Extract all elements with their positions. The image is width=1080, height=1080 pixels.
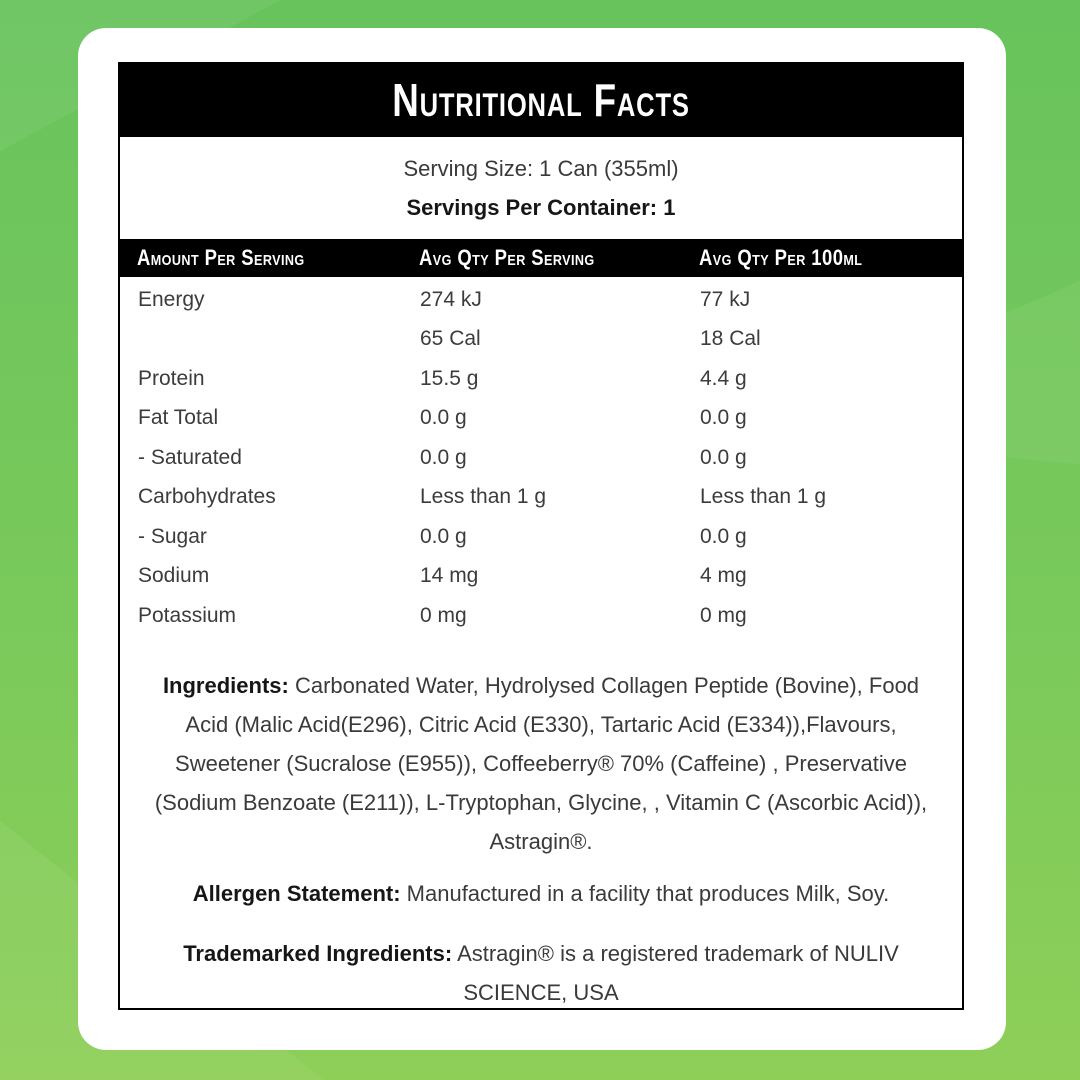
- nutrient-name: Fat Total: [138, 406, 219, 430]
- nutrient-per-serving: Less than 1 g: [420, 485, 547, 509]
- nutrient-per-100ml: 18 Cal: [700, 327, 761, 351]
- ingredients-paragraph: Ingredients: Carbonated Water, Hydrolyse…: [141, 666, 941, 861]
- nutrient-name: Carbohydrates: [138, 485, 276, 509]
- table-row-energy: Energy 274 kJ 77 kJ: [120, 280, 962, 320]
- nutrient-per-100ml: 77 kJ: [700, 287, 751, 311]
- servings-per-container-text: Servings Per Container: 1: [406, 195, 676, 220]
- nutrition-table-body: Energy 274 kJ 77 kJ 65 Cal 18 Cal Protei…: [120, 277, 962, 636]
- ingredients-label: Ingredients:: [162, 672, 289, 698]
- nutrition-label-panel: Nutritional Facts Serving Size: 1 Can (3…: [118, 62, 964, 1010]
- trademark-text: Astragin® is a registered trademark of N…: [452, 940, 899, 1005]
- allergen-text: Manufactured in a facility that produces…: [400, 880, 890, 906]
- serving-info-section: Serving Size: 1 Can (355ml) Servings Per…: [120, 137, 962, 239]
- nutrient-per-100ml: 0.0 g: [700, 406, 747, 430]
- column-header-avg-qty-per-serving: Avg Qty Per Serving: [419, 245, 595, 270]
- nutrient-name: - Sugar: [138, 524, 207, 548]
- column-header-amount-per-serving: Amount Per Serving: [137, 245, 305, 270]
- allergen-label: Allergen Statement:: [192, 880, 401, 906]
- nutrition-label-card: Nutritional Facts Serving Size: 1 Can (3…: [78, 28, 1006, 1050]
- nutrient-per-100ml: Less than 1 g: [700, 485, 827, 509]
- column-header-avg-qty-per-100ml: Avg Qty Per 100ml: [699, 245, 863, 270]
- nutrient-name: Potassium: [138, 603, 237, 627]
- nutrient-name: Protein: [138, 366, 205, 390]
- table-row-saturated: - Saturated 0.0 g 0.0 g: [120, 438, 962, 478]
- page-title: Nutritional Facts: [392, 74, 690, 126]
- trademark-label: Trademarked Ingredients:: [183, 940, 453, 966]
- nutrient-per-serving: 14 mg: [420, 564, 479, 588]
- nutrient-per-serving: 0.0 g: [420, 524, 467, 548]
- table-row-carbohydrates: Carbohydrates Less than 1 g Less than 1 …: [120, 478, 962, 518]
- nutrient-per-serving: 274 kJ: [420, 287, 482, 311]
- table-row-sugar: - Sugar 0.0 g 0.0 g: [120, 517, 962, 557]
- nutrient-per-100ml: 0.0 g: [700, 524, 747, 548]
- nutrient-per-serving: 15.5 g: [420, 366, 479, 390]
- table-row-protein: Protein 15.5 g 4.4 g: [120, 359, 962, 399]
- nutrient-per-100ml: 4 mg: [700, 564, 747, 588]
- nutrient-per-100ml: 4.4 g: [700, 366, 747, 390]
- nutrient-per-100ml: 0.0 g: [700, 445, 747, 469]
- table-row-fat-total: Fat Total 0.0 g 0.0 g: [120, 399, 962, 439]
- title-bar: Nutritional Facts: [120, 64, 962, 137]
- nutrient-name: Sodium: [138, 564, 210, 588]
- ingredients-text: Carbonated Water, Hydrolysed Collagen Pe…: [154, 672, 928, 854]
- table-row-sodium: Sodium 14 mg 4 mg: [120, 557, 962, 597]
- nutrient-per-serving: 0 mg: [420, 603, 467, 627]
- nutrient-per-serving: 0.0 g: [420, 445, 467, 469]
- trademark-statement: Trademarked Ingredients: Astragin® is a …: [146, 934, 936, 1009]
- serving-size-text: Serving Size: 1 Can (355ml): [403, 156, 679, 181]
- nutrient-name: - Saturated: [138, 445, 242, 469]
- table-row-potassium: Potassium 0 mg 0 mg: [120, 596, 962, 636]
- table-row-energy-cal: 65 Cal 18 Cal: [120, 320, 962, 360]
- nutrient-per-serving: 0.0 g: [420, 406, 467, 430]
- nutrient-per-serving: 65 Cal: [420, 327, 481, 351]
- text-sections: Ingredients: Carbonated Water, Hydrolyse…: [120, 666, 962, 1009]
- nutrient-name: Energy: [138, 287, 205, 311]
- allergen-statement: Allergen Statement: Manufactured in a fa…: [136, 874, 946, 913]
- table-header-row: Amount Per Serving Avg Qty Per Serving A…: [120, 239, 962, 277]
- nutrient-per-100ml: 0 mg: [700, 603, 747, 627]
